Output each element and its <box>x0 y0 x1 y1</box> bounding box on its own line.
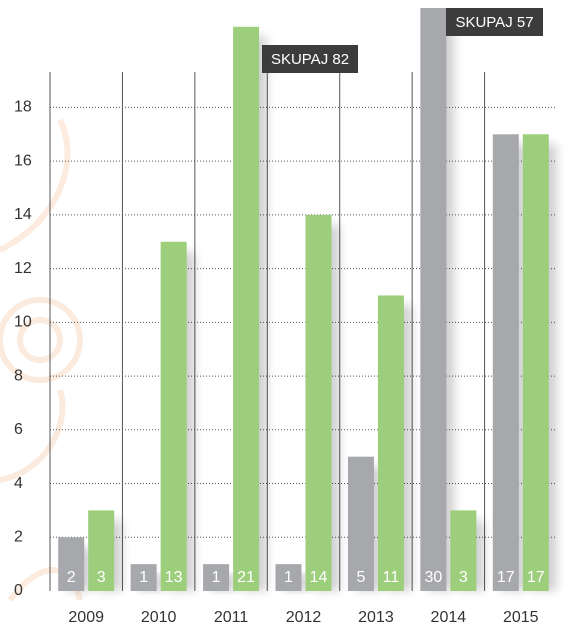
value-label: 13 <box>165 569 183 586</box>
bar <box>233 26 260 591</box>
y-tick-label: 6 <box>14 421 23 438</box>
background-decoration <box>0 118 83 602</box>
bar <box>420 8 447 591</box>
annotation-box <box>262 45 358 73</box>
value-label: 1 <box>139 569 148 586</box>
value-label: 21 <box>237 569 255 586</box>
bar <box>522 134 549 591</box>
plot-area <box>58 8 557 592</box>
bar <box>450 510 477 591</box>
value-label: 5 <box>356 569 365 586</box>
x-tick-label: 2014 <box>431 609 467 626</box>
bar <box>58 537 85 591</box>
y-tick-label: 10 <box>14 314 32 331</box>
y-tick-label: 8 <box>14 367 23 384</box>
value-label: 17 <box>497 569 515 586</box>
bar <box>130 564 157 591</box>
bar <box>305 214 332 591</box>
y-tick-label: 18 <box>14 99 32 116</box>
y-tick-label: 2 <box>14 528 23 545</box>
x-tick-label: 2009 <box>68 609 104 626</box>
value-label: 14 <box>310 569 328 586</box>
bar <box>203 564 230 591</box>
value-label: 30 <box>424 569 442 586</box>
y-tick-label: 16 <box>14 152 32 169</box>
bar <box>88 510 115 591</box>
bar <box>275 564 302 591</box>
y-tick-label: 14 <box>14 206 32 223</box>
x-tick-label: 2012 <box>286 609 322 626</box>
value-label: 3 <box>459 569 468 586</box>
value-label: 2 <box>67 569 76 586</box>
bar <box>160 241 187 592</box>
x-tick-label: 2013 <box>358 609 394 626</box>
annotation: SKUPAJ 57 <box>455 14 533 31</box>
y-tick-label: 0 <box>14 582 23 599</box>
annotation-box <box>446 8 543 36</box>
x-tick-label: 2010 <box>141 609 177 626</box>
value-label: 11 <box>383 569 400 586</box>
value-label: 1 <box>212 569 221 586</box>
value-label: 3 <box>97 569 106 586</box>
bar <box>347 456 374 591</box>
value-label: 1 <box>284 569 293 586</box>
y-tick-label: 4 <box>14 475 23 492</box>
bar <box>492 134 519 591</box>
y-tick-label: 12 <box>14 260 32 277</box>
value-label: 17 <box>527 569 545 586</box>
x-tick-label: 2015 <box>503 609 539 626</box>
x-tick-label: 2011 <box>214 609 249 626</box>
bar <box>377 295 404 591</box>
annotation: SKUPAJ 82 <box>271 51 349 68</box>
